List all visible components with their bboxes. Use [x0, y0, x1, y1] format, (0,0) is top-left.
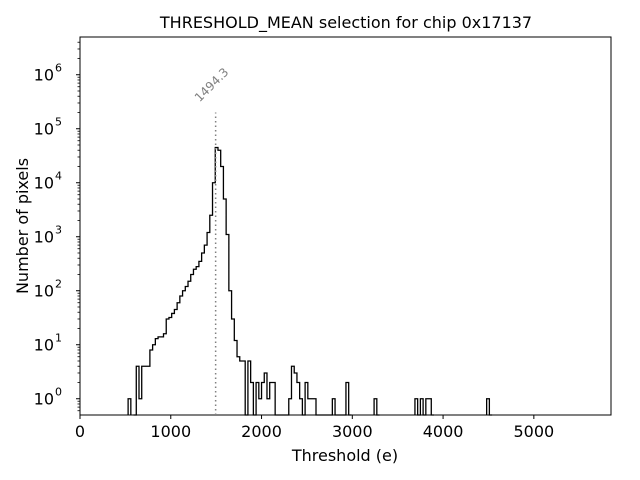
x-tick-label: 2000: [241, 422, 282, 441]
x-axis-ticks: 0 1000 2000 3000 4000 5000: [75, 415, 554, 441]
y-tick-exponent: 5: [55, 116, 62, 129]
y-tick-exponent: 1: [55, 332, 62, 345]
x-tick-label: 5000: [513, 422, 554, 441]
y-tick-label: 10: [34, 228, 54, 247]
x-tick-label: 4000: [423, 422, 464, 441]
y-tick-label: 10: [34, 174, 54, 193]
y-tick-label: 10: [34, 66, 54, 85]
y-tick-exponent: 6: [55, 62, 62, 75]
y-tick-exponent: 2: [55, 278, 62, 291]
x-tick-label: 0: [75, 422, 85, 441]
y-tick-label: 10: [34, 282, 54, 301]
y-axis-label: Number of pixels: [13, 158, 32, 294]
chart-title: THRESHOLD_MEAN selection for chip 0x1713…: [159, 13, 532, 33]
y-tick-exponent: 4: [55, 170, 62, 183]
x-tick-label: 1000: [150, 422, 191, 441]
y-tick-exponent: 0: [55, 386, 62, 399]
x-axis-label: Threshold (e): [291, 446, 398, 465]
histogram-outline: [127, 146, 493, 416]
y-tick-label: 10: [34, 120, 54, 139]
x-tick-label: 3000: [332, 422, 373, 441]
y-tick-label: 10: [34, 336, 54, 355]
y-tick-label: 10: [34, 390, 54, 409]
y-tick-exponent: 3: [55, 224, 62, 237]
